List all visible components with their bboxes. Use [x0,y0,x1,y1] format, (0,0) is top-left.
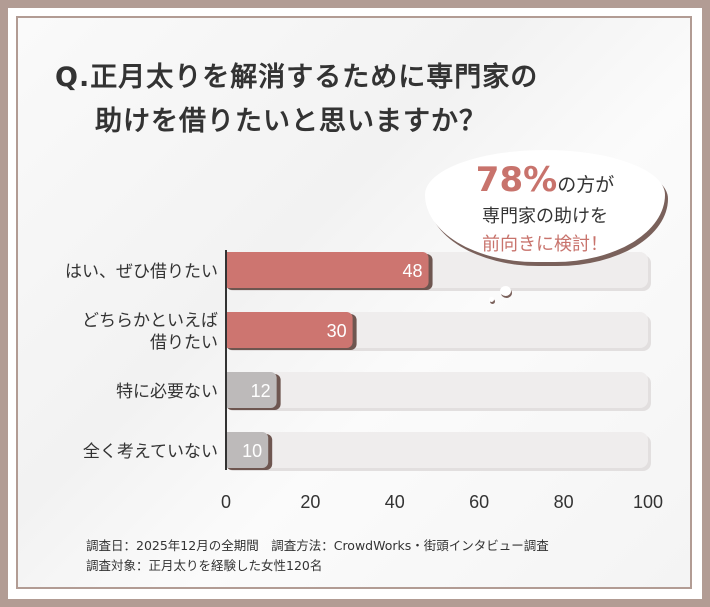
footer-notes: 調査日：2025年12月の全期間 調査方法：CrowdWorks・街頭インタビュ… [86,536,549,576]
x-tick-label: 0 [221,492,231,512]
bar-left-edge [226,432,234,468]
bar-value-label: 12 [251,381,271,401]
x-tick-label: 40 [385,492,405,512]
x-tick-label: 20 [300,492,320,512]
callout-percent: 78% [475,160,558,200]
bar-left-edge [226,312,234,348]
callout-bubble: 78%の方が 専門家の助けを 前向きに検討！ [425,150,665,262]
footer-line-1: 調査日：2025年12月の全期間 調査方法：CrowdWorks・街頭インタビュ… [86,538,549,553]
x-tick-label: 60 [469,492,489,512]
bar-left-edge [226,372,234,408]
title-line-1: Q.正月太りを解消するために専門家の [55,62,539,93]
chart-panel [16,16,692,589]
x-tick-label: 80 [554,492,574,512]
bar-track [226,432,648,468]
category-label: どちらかといえば [82,311,218,331]
bar [226,432,269,468]
bar [226,252,429,288]
bar-track [226,372,648,408]
x-tick-label: 100 [633,492,663,512]
bar [226,312,353,348]
bar [226,372,277,408]
callout-line3: 前向きに検討！ [482,234,608,255]
bar-left-edge [226,252,234,288]
bar-value-label: 10 [242,441,262,461]
title-line-2: 助けを借りたいと思いますか？ [95,106,487,137]
category-label: 全く考えていない [83,442,218,462]
bar-value-label: 48 [403,261,423,281]
bubble-dot [500,286,511,296]
bar-value-label: 30 [327,321,347,341]
callout-line2: 専門家の助けを [482,206,608,227]
callout-line1: の方が [557,174,615,196]
chart-title: Q.正月太りを解消するために専門家の 助けを借りたいと思いますか？ [55,56,538,144]
category-label: 借りたい [150,333,218,353]
category-label: 特に必要ない [116,382,218,402]
bubble-dot [489,297,494,302]
category-label: はい、ぜひ借りたい [65,262,218,282]
footer-line-2: 調査対象：正月太りを経験した女性120名 [86,558,323,573]
